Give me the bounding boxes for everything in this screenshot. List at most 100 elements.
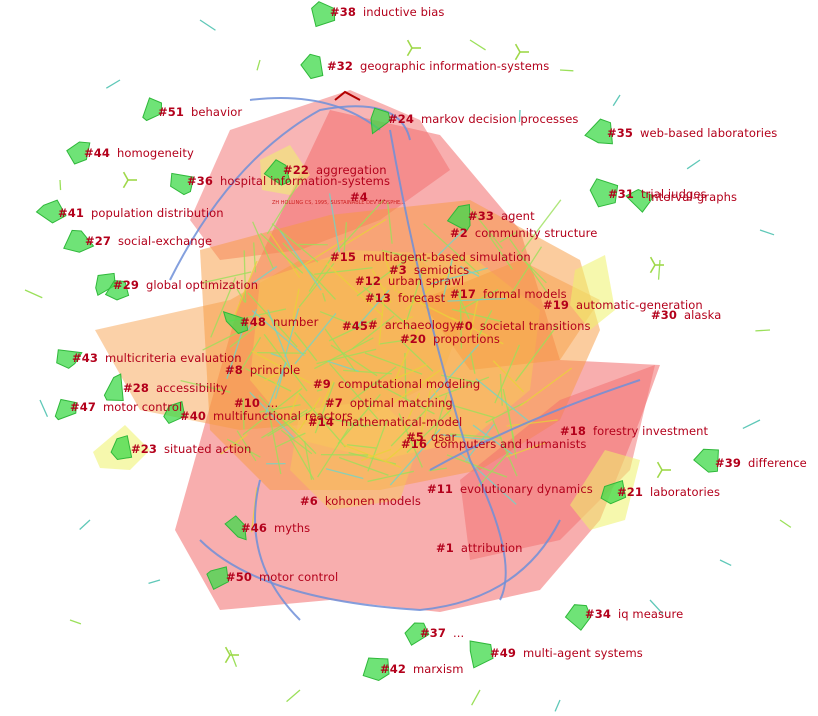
link xyxy=(719,559,732,566)
cluster-label: #22 aggregation xyxy=(283,163,387,177)
link xyxy=(394,326,420,381)
link xyxy=(656,461,663,471)
cluster-hull xyxy=(190,90,450,260)
link xyxy=(24,289,43,299)
cluster-number: #35 xyxy=(607,126,633,140)
cluster-label: #11 evolutionary dynamics xyxy=(427,482,593,496)
link xyxy=(434,376,490,399)
link xyxy=(515,324,559,382)
link xyxy=(405,271,451,311)
link xyxy=(202,330,241,351)
cluster-name: motor control xyxy=(103,400,182,414)
link xyxy=(343,222,348,254)
small-caption: ZH HOLLING CS, 1995, SUSTAINABLE DEV BIO… xyxy=(272,200,405,206)
link xyxy=(324,328,356,372)
small-cluster xyxy=(404,622,430,646)
cluster-name: urban sprawl xyxy=(388,274,464,288)
link xyxy=(229,325,258,348)
cluster-label: #9 computational modeling xyxy=(313,377,480,391)
small-cluster xyxy=(170,172,195,196)
cluster-name: ... xyxy=(375,190,386,204)
cluster-number: #37 xyxy=(420,626,446,640)
link xyxy=(494,344,521,404)
cluster-label: #32 geographic information-systems xyxy=(327,59,549,73)
link xyxy=(506,442,546,458)
small-cluster xyxy=(54,398,77,421)
cluster-label: #51 behavior xyxy=(158,105,242,119)
cluster-label: #24 markov decision processes xyxy=(388,112,579,126)
link xyxy=(459,290,463,349)
link xyxy=(491,418,518,477)
link xyxy=(440,374,480,384)
cluster-number: #43 xyxy=(72,351,98,365)
link xyxy=(328,317,377,342)
link xyxy=(316,388,323,392)
cluster-number: #29 xyxy=(113,278,139,292)
cluster-name: multifunctional reactors xyxy=(213,409,353,423)
cluster-number: #4 xyxy=(350,190,368,204)
cluster-number: #50 xyxy=(226,570,252,584)
cluster-label: #18 forestry investment xyxy=(560,424,709,438)
link xyxy=(313,413,367,428)
link xyxy=(455,288,470,319)
cluster-label: #12 urban sprawl xyxy=(355,274,464,288)
cluster-name: forestry investment xyxy=(593,424,709,438)
link xyxy=(742,419,761,429)
link xyxy=(286,689,301,703)
cluster-number: #41 xyxy=(58,206,84,220)
cluster-label: #2 community structure xyxy=(450,226,597,240)
link xyxy=(236,430,257,462)
cluster-number: #32 xyxy=(327,59,353,73)
small-cluster xyxy=(362,657,390,682)
cluster-number: #30 xyxy=(651,308,677,322)
small-cluster xyxy=(469,640,494,669)
link xyxy=(316,348,377,365)
link xyxy=(440,401,495,419)
link xyxy=(322,292,326,302)
small-cluster xyxy=(66,141,91,165)
cluster-hull xyxy=(570,255,615,330)
cluster-label: #6 kohonen models xyxy=(300,494,421,508)
link xyxy=(266,176,303,235)
cluster-name: automatic-generation xyxy=(576,298,703,312)
cluster-label: #29 global optimization xyxy=(113,278,258,292)
cluster-number: #11 xyxy=(427,482,453,496)
link xyxy=(487,233,513,270)
small-cluster xyxy=(110,435,133,461)
link xyxy=(271,223,319,263)
cluster-number: #47 xyxy=(70,400,96,414)
cluster-label: #34 iq measure xyxy=(585,607,683,621)
cluster-name: interval-graphs xyxy=(648,190,737,204)
cluster-label: #28 accessibility xyxy=(123,381,227,395)
link xyxy=(464,423,495,462)
cluster-hull xyxy=(420,260,600,370)
link xyxy=(343,369,392,375)
link xyxy=(264,361,287,415)
cluster-name: aggregation xyxy=(316,163,387,177)
cluster-name: community structure xyxy=(475,226,598,240)
link xyxy=(476,310,493,341)
cluster-label: #5 qsar xyxy=(406,430,456,444)
cluster-label: #15 multiagent-based simulation xyxy=(330,250,531,264)
link xyxy=(280,429,313,455)
cluster-name: social-exchange xyxy=(118,234,212,248)
small-cluster xyxy=(589,178,619,208)
link-curve xyxy=(249,97,381,131)
link xyxy=(506,419,558,427)
small-cluster xyxy=(206,566,230,590)
cluster-hull xyxy=(460,365,655,560)
link xyxy=(237,336,262,376)
small-cluster xyxy=(56,349,83,369)
cluster-label: #39 difference xyxy=(715,456,807,470)
cluster-number: #48 xyxy=(240,315,266,329)
link xyxy=(353,289,390,331)
link xyxy=(356,256,410,297)
link xyxy=(232,260,258,319)
cluster-name: evolutionary dynamics xyxy=(460,482,593,496)
link xyxy=(330,344,378,377)
cluster-label: #27 social-exchange xyxy=(85,234,212,248)
link xyxy=(346,444,377,449)
link xyxy=(79,519,91,530)
cluster-name: kohonen models xyxy=(325,494,421,508)
link xyxy=(389,428,441,486)
